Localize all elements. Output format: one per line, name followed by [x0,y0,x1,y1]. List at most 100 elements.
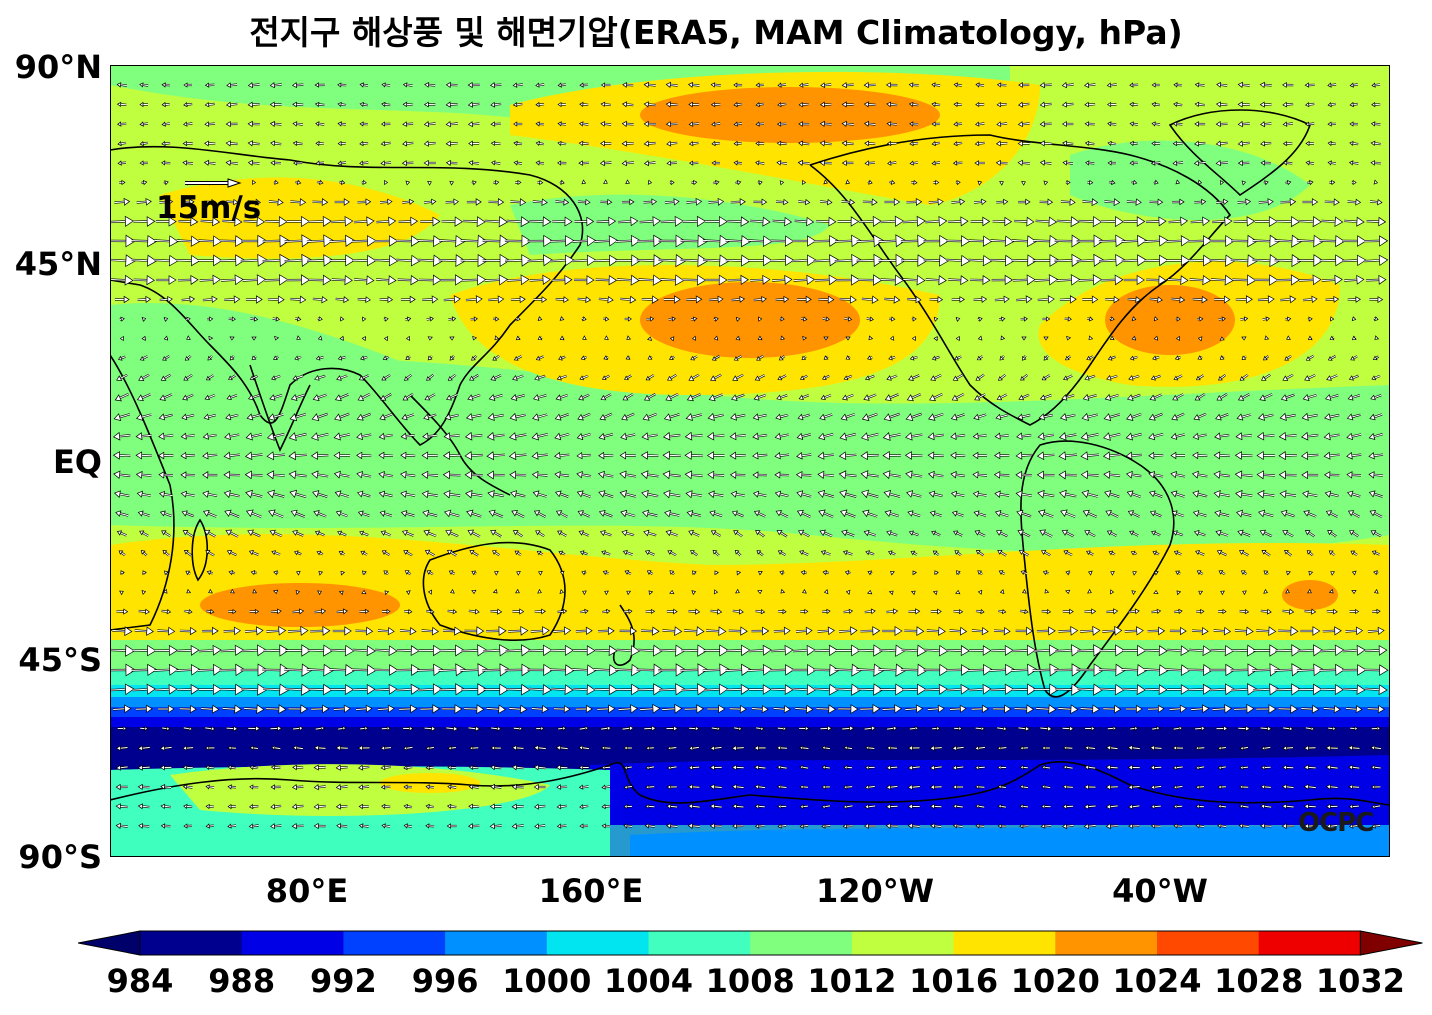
wind-arrow [905,432,923,441]
wind-arrow [1103,470,1121,479]
wind-arrow [1351,316,1357,322]
wind-arrow [1153,571,1159,576]
wind-arrow [1350,550,1358,556]
wind-arrow [1037,295,1055,304]
wind-arrow [318,571,324,576]
wind-arrow [1346,490,1361,498]
wind-arrow [968,235,993,247]
wind-arrow [813,234,839,247]
wind-arrow [1104,490,1120,498]
wind-arrow [139,82,149,88]
wind-arrow [990,235,1015,247]
slp-contour-988-south [110,717,1390,727]
wind-arrow [1220,590,1225,596]
wind-arrow [294,316,302,322]
wind-arrow [1011,254,1038,267]
wind-arrow [680,234,709,248]
wind-arrow [1175,316,1181,322]
wind-arrow [537,588,542,594]
wind-arrow [114,295,130,304]
wind-arrow [402,101,413,108]
wind-arrow [1235,432,1253,441]
brand-logo: OCPC [1298,808,1374,838]
wind-arrow [537,315,543,322]
wind-arrow [532,413,548,421]
wind-arrow [443,432,460,441]
wind-arrow [626,335,632,340]
wind-arrow [1151,101,1161,108]
wind-arrow [1150,160,1161,166]
wind-arrow [819,413,833,421]
wind-arrow [752,490,767,498]
wind-arrow [1260,140,1272,147]
wind-arrow [137,510,150,517]
wind-arrow [161,121,171,127]
wind-arrow [113,413,131,422]
wind-arrow [405,316,412,322]
wind-arrow [729,470,746,479]
wind-arrow [559,570,565,576]
wind-arrow [1256,470,1275,480]
wind-arrow [952,160,963,166]
wind-arrow [1213,490,1230,499]
wind-arrow [779,180,785,186]
wind-arrow [880,215,905,227]
wind-arrow [1104,198,1121,207]
wind-arrow [1042,570,1049,576]
colorbar [78,930,1423,956]
wind-arrow [1327,160,1337,166]
wind-arrow [427,355,433,361]
wind-arrow [777,550,787,557]
wind-arrow [1237,101,1250,108]
wind-arrow [662,450,681,460]
wind-arrow [317,316,323,322]
wind-arrow [818,295,835,304]
wind-arrow [1146,275,1167,286]
wind-arrow [647,355,653,360]
wind-arrow [1370,121,1381,127]
wind-arrow [1173,82,1183,88]
wind-arrow [240,253,268,267]
wind-arrow [1219,179,1225,186]
wind-arrow [1038,413,1054,421]
wind-arrow [1348,160,1359,166]
wind-arrow [688,141,699,147]
wind-arrow [1126,490,1142,498]
wind-arrow [356,470,372,479]
wind-arrow [757,335,763,341]
wind-arrow [159,393,173,401]
wind-arrow [424,393,436,401]
wind-arrow [748,254,773,267]
wind-arrow [381,82,391,88]
wind-arrow [684,450,703,460]
wind-arrow [1369,413,1383,421]
wind-arrow [514,550,522,556]
wind-arrow [1195,550,1205,556]
wind-arrow [203,413,217,421]
wind-arrow [427,589,432,595]
wind-arrow [641,432,658,441]
wind-arrow [580,355,588,361]
wind-arrow [558,355,566,361]
wind-arrow [1150,374,1161,381]
wind-arrow [186,588,192,594]
wind-arrow [842,550,853,556]
wind-arrow [706,451,725,460]
wind-arrow [823,336,829,341]
wind-arrow [1102,451,1121,461]
wind-arrow [861,489,879,499]
wind-arrow [1151,140,1161,147]
wind-arrow [802,179,807,186]
wind-arrow [225,413,239,421]
wind-arrow [686,197,703,206]
wind-arrow [484,216,509,228]
wind-arrow [381,101,391,107]
wind-arrow [574,275,595,286]
wind-arrow [1197,355,1203,360]
wind-arrow [1241,355,1247,361]
wind-arrow [1036,451,1055,461]
wind-arrow [998,316,1006,322]
wind-arrow [646,316,655,322]
wind-arrow [911,335,916,342]
wind-arrow [660,274,685,286]
